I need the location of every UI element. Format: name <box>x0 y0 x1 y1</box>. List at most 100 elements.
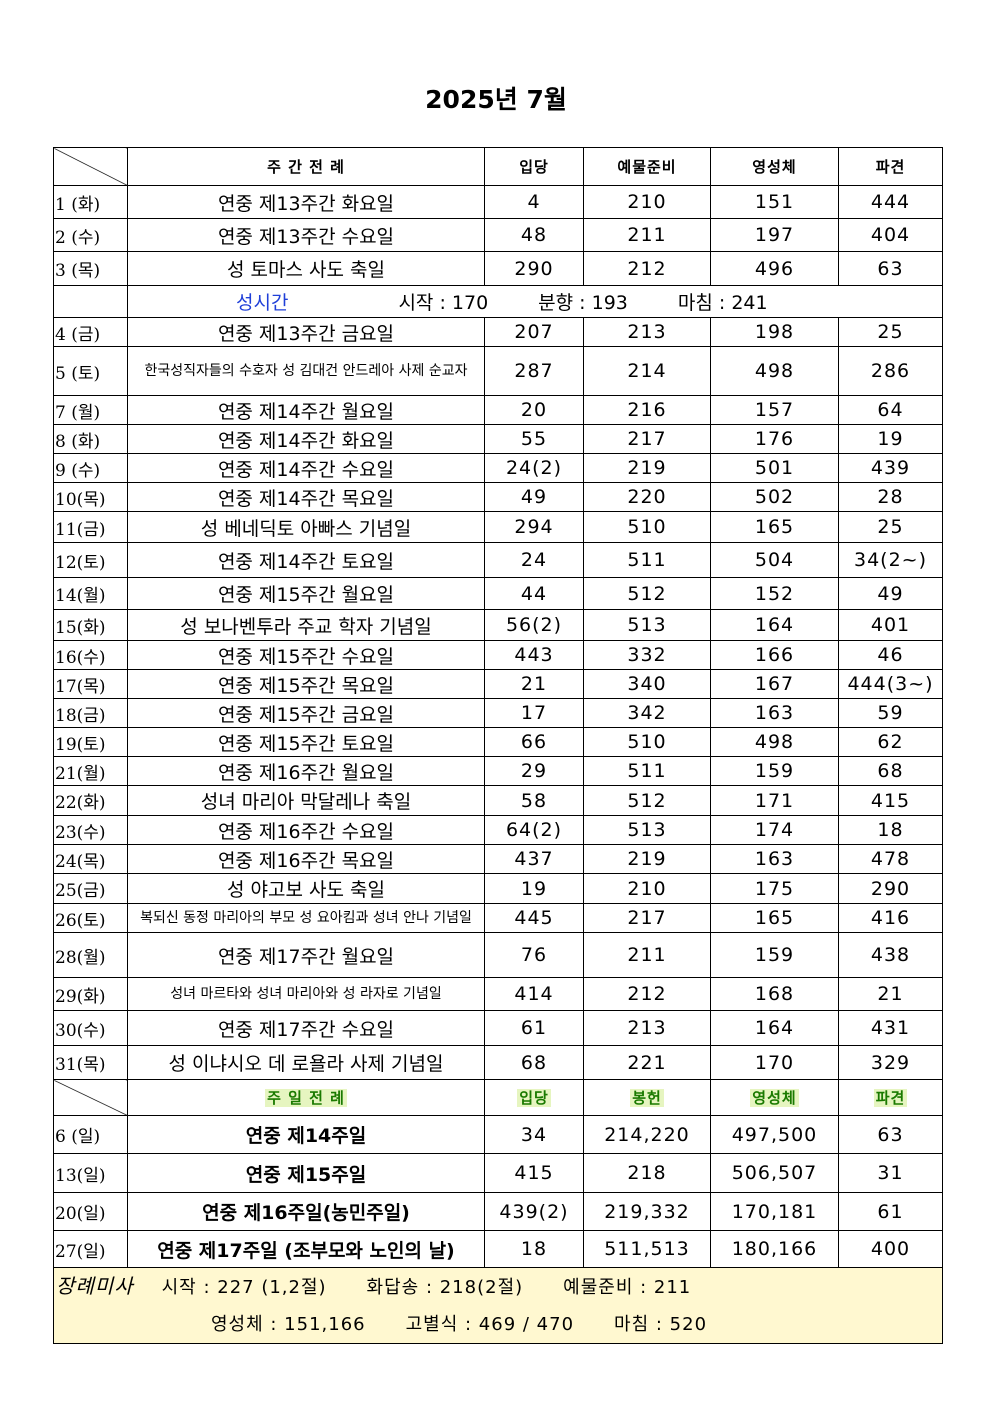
offertory-hymn: 342 <box>583 698 711 728</box>
offertory-hymn: 219 <box>583 844 711 874</box>
recessional-hymn: 68 <box>838 756 943 786</box>
mass-schedule-table: 주 간 전 례 입당 예물준비 영성체 파견 1 (화) 연중 제13주간 화요일 4 210 1… <box>53 147 943 1344</box>
recessional-hymn: 444 <box>838 185 943 219</box>
date-cell: 17(목) <box>53 669 128 699</box>
date-cell: 24(목) <box>53 844 128 874</box>
table-row: 11(금) 성 베네딕토 아빠스 기념일 294 510 165 25 <box>53 511 943 543</box>
liturgy-name: 연중 제16주일(농민주일) <box>127 1192 485 1231</box>
liturgy-name: 연중 제14주간 화요일 <box>127 424 485 454</box>
communion-hymn: 174 <box>710 815 839 845</box>
table-row: 29(화) 성녀 마르타와 성녀 마리아와 성 라자로 기념일 414 212 168 2… <box>53 977 943 1011</box>
communion-hymn: 157 <box>710 395 839 425</box>
communion-hymn: 170 <box>710 1045 839 1080</box>
communion-hymn: 159 <box>710 756 839 786</box>
liturgy-name: 성 토마스 사도 축일 <box>127 251 485 286</box>
holy-hour-start: 시작 : 170 <box>398 292 489 314</box>
liturgy-name: 연중 제15주간 목요일 <box>127 669 485 699</box>
table-row: 성시간 시작 : 170 분향 : 193 마침 : 241 <box>53 285 943 318</box>
funeral-end: 마침 : 520 <box>614 1314 708 1335</box>
table-row: 8 (화) 연중 제14주간 화요일 55 217 176 19 <box>53 424 943 454</box>
offertory-hymn: 221 <box>583 1045 711 1080</box>
liturgy-name: 연중 제14주일 <box>127 1115 485 1154</box>
date-cell: 20(일) <box>53 1192 128 1231</box>
date-cell: 8 (화) <box>53 424 128 454</box>
table-row: 21(월) 연중 제16주간 월요일 29 511 159 68 <box>53 756 943 786</box>
communion-hymn: 497,500 <box>710 1115 839 1154</box>
date-cell: 11(금) <box>53 511 128 543</box>
recessional-hymn: 404 <box>838 218 943 252</box>
column-header: 주 일 전 례 <box>127 1079 485 1116</box>
recessional-hymn: 28 <box>838 482 943 512</box>
diagonal-corner-cell <box>53 1079 128 1116</box>
table-row: 3 (목) 성 토마스 사도 축일 290 212 496 63 <box>53 251 943 286</box>
offertory-hymn: 211 <box>583 218 711 252</box>
liturgy-name: 연중 제17주일 (조부모와 노인의 날) <box>127 1230 485 1268</box>
entrance-hymn: 207 <box>484 317 584 347</box>
date-cell: 28(월) <box>53 932 128 978</box>
liturgy-name: 연중 제13주간 화요일 <box>127 185 485 219</box>
offertory-hymn: 217 <box>583 903 711 933</box>
recessional-hymn: 329 <box>838 1045 943 1080</box>
table-row: 2 (수) 연중 제13주간 수요일 48 211 197 404 <box>53 218 943 252</box>
recessional-hymn: 46 <box>838 640 943 670</box>
communion-hymn: 164 <box>710 1010 839 1046</box>
table-row: 7 (월) 연중 제14주간 월요일 20 216 157 64 <box>53 395 943 425</box>
recessional-hymn: 64 <box>838 395 943 425</box>
liturgy-name: 연중 제15주간 금요일 <box>127 698 485 728</box>
liturgy-name: 성 이냐시오 데 로욜라 사제 기념일 <box>127 1045 485 1080</box>
funeral-mass-info: 장례미사 시작 : 227 (1,2절) 화답송 : 218(2절) 예물준비 : 2… <box>53 1267 943 1344</box>
entrance-hymn: 290 <box>484 251 584 286</box>
communion-hymn: 502 <box>710 482 839 512</box>
recessional-hymn: 416 <box>838 903 943 933</box>
date-cell: 29(화) <box>53 977 128 1011</box>
entrance-hymn: 4 <box>484 185 584 219</box>
date-cell: 18(금) <box>53 698 128 728</box>
offertory-hymn: 218 <box>583 1153 711 1193</box>
entrance-hymn: 17 <box>484 698 584 728</box>
table-row: 23(수) 연중 제16주간 수요일 64(2) 513 174 18 <box>53 815 943 845</box>
liturgy-name: 연중 제17주간 수요일 <box>127 1010 485 1046</box>
date-cell: 15(화) <box>53 609 128 641</box>
table-row: 12(토) 연중 제14주간 토요일 24 511 504 34(2~) <box>53 542 943 578</box>
liturgy-name: 성 보나벤투라 주교 학자 기념일 <box>127 609 485 641</box>
communion-hymn: 498 <box>710 727 839 757</box>
date-cell: 14(월) <box>53 577 128 610</box>
communion-hymn: 496 <box>710 251 839 286</box>
communion-hymn: 501 <box>710 453 839 483</box>
communion-hymn: 165 <box>710 511 839 543</box>
date-cell: 23(수) <box>53 815 128 845</box>
liturgy-name: 한국성직자들의 수호자 성 김대건 안드레아 사제 순교자 <box>127 346 485 396</box>
table-row: 15(화) 성 보나벤투라 주교 학자 기념일 56(2) 513 164 401 <box>53 609 943 641</box>
communion-hymn: 171 <box>710 785 839 816</box>
date-cell: 4 (금) <box>53 317 128 347</box>
table-row: 25(금) 성 야고보 사도 축일 19 210 175 290 <box>53 873 943 904</box>
table-row: 1 (화) 연중 제13주간 화요일 4 210 151 444 <box>53 185 943 219</box>
table-row: 14(월) 연중 제15주간 월요일 44 512 152 49 <box>53 577 943 610</box>
column-header: 영성체 <box>710 1079 839 1116</box>
table-row: 24(목) 연중 제16주간 목요일 437 219 163 478 <box>53 844 943 874</box>
holy-hour-end: 마침 : 241 <box>677 292 768 314</box>
liturgy-name: 연중 제13주간 수요일 <box>127 218 485 252</box>
liturgy-name: 성 베네딕토 아빠스 기념일 <box>127 511 485 543</box>
holy-hour-label: 성시간 <box>236 292 289 314</box>
entrance-hymn: 445 <box>484 903 584 933</box>
entrance-hymn: 61 <box>484 1010 584 1046</box>
recessional-hymn: 59 <box>838 698 943 728</box>
communion-hymn: 165 <box>710 903 839 933</box>
date-cell: 2 (수) <box>53 218 128 252</box>
liturgy-name: 연중 제16주간 목요일 <box>127 844 485 874</box>
recessional-hymn: 431 <box>838 1010 943 1046</box>
offertory-hymn: 212 <box>583 251 711 286</box>
table-row: 22(화) 성녀 마리아 막달레나 축일 58 512 171 415 <box>53 785 943 816</box>
communion-hymn: 163 <box>710 698 839 728</box>
column-header: 파견 <box>838 147 943 186</box>
column-header: 봉헌 <box>583 1079 711 1116</box>
liturgy-name: 연중 제15주간 월요일 <box>127 577 485 610</box>
liturgy-name: 연중 제14주간 수요일 <box>127 453 485 483</box>
communion-hymn: 180,166 <box>710 1230 839 1268</box>
liturgy-name: 성녀 마르타와 성녀 마리아와 성 라자로 기념일 <box>127 977 485 1011</box>
table-row: 10(목) 연중 제14주간 목요일 49 220 502 28 <box>53 482 943 512</box>
date-cell: 27(일) <box>53 1230 128 1268</box>
holy-hour-incense: 분향 : 193 <box>538 292 628 314</box>
offertory-hymn: 210 <box>583 185 711 219</box>
